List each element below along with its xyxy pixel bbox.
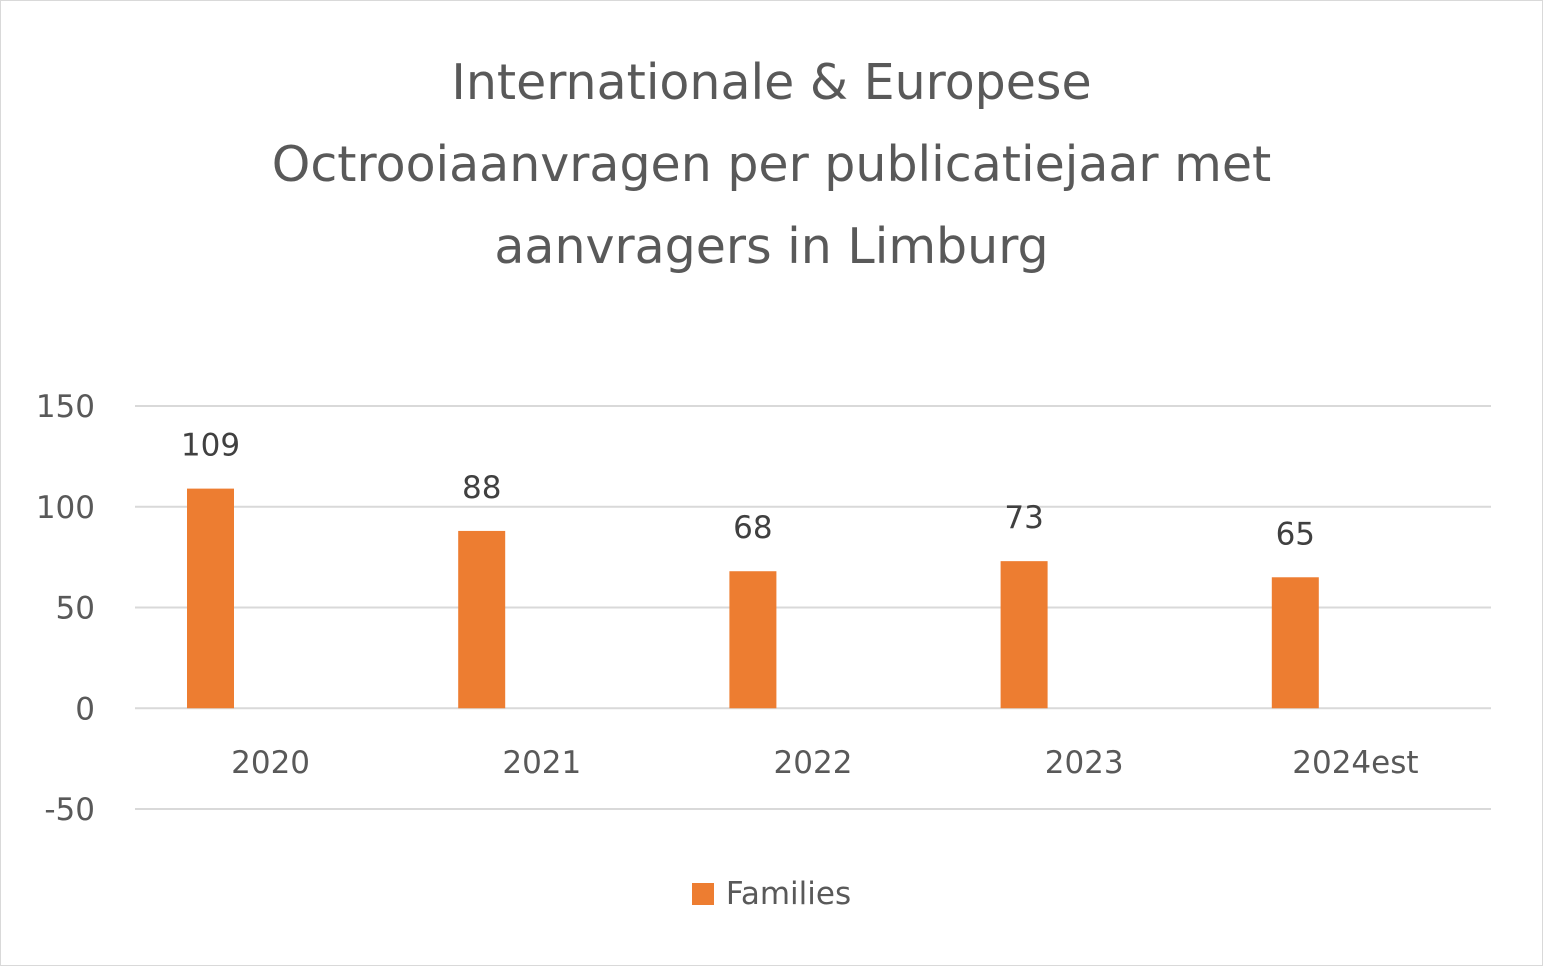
data-label-2020: 109	[181, 428, 240, 464]
chart-title-line-3: aanvragers in Limburg	[494, 218, 1049, 275]
y-axis-tick-labels: 150 100 50 0 -50	[36, 389, 95, 828]
data-label-2021: 88	[462, 470, 501, 506]
chart-title-line-1: Internationale & Europese	[451, 54, 1092, 111]
bar-2020	[187, 488, 234, 709]
bar-2024est	[1271, 577, 1319, 709]
category-label-2024est: 2024est	[1292, 745, 1418, 781]
data-label-2024est: 65	[1276, 516, 1315, 552]
bar-2022	[729, 571, 777, 709]
legend-swatch-families	[691, 883, 714, 905]
gridlines	[135, 405, 1491, 810]
chart-title-line-2: Octrooiaanvragen per publicatiejaar met	[271, 136, 1272, 193]
bar-2023	[1000, 561, 1048, 709]
bar-2021	[458, 530, 506, 709]
legend: Families	[0, 876, 1543, 912]
y-tick-label: 150	[36, 389, 95, 425]
category-label-2021: 2021	[502, 745, 581, 781]
category-label-2023: 2023	[1045, 745, 1124, 781]
x-axis-category-labels: 2020 2021 2022 2023 2024est	[231, 745, 1418, 781]
y-tick-label: 50	[56, 591, 95, 627]
data-labels: 109 88 68 73 65	[181, 428, 1315, 553]
y-tick-label: -50	[44, 792, 95, 828]
category-label-2022: 2022	[774, 745, 853, 781]
data-label-2023: 73	[1004, 500, 1043, 536]
bars	[187, 488, 1319, 709]
category-label-2020: 2020	[231, 745, 310, 781]
data-label-2022: 68	[733, 510, 772, 546]
y-tick-label: 0	[75, 691, 95, 727]
chart-title: Internationale & Europese Octrooiaanvrag…	[0, 42, 1543, 288]
legend-label-families: Families	[725, 876, 852, 912]
y-tick-label: 100	[36, 490, 95, 526]
